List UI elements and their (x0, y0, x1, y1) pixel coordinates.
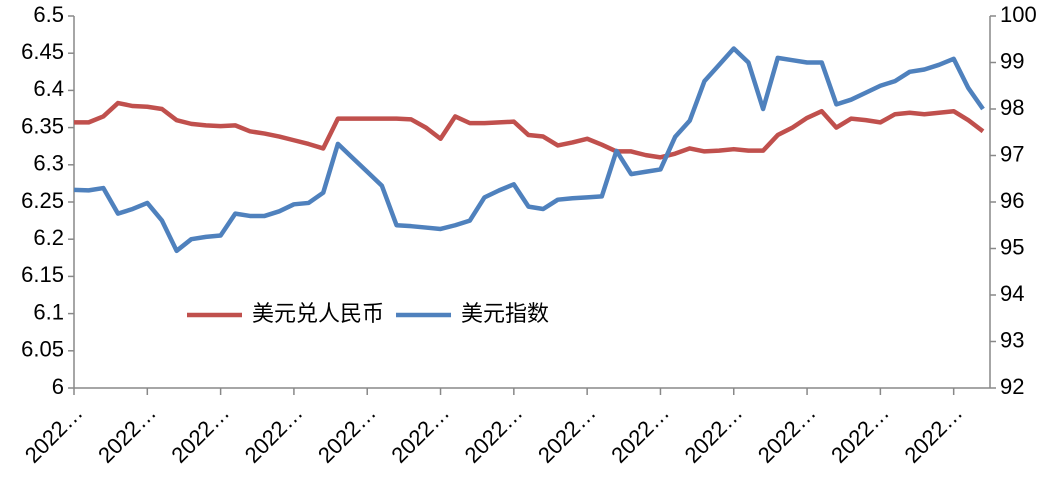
y-tick-label: 6.2 (33, 225, 64, 250)
y2-tick-label: 99 (1000, 48, 1024, 73)
y2-tick-label: 92 (1000, 374, 1024, 399)
y-tick-label: 6.5 (33, 2, 64, 27)
y-tick-label: 6 (52, 374, 64, 399)
x-tick-label: 2022… (680, 400, 748, 468)
y-tick-label: 6.4 (33, 76, 64, 101)
x-tick-label: 2022… (753, 400, 821, 468)
y-tick-label: 6.1 (33, 299, 64, 324)
y2-tick-label: 95 (1000, 234, 1024, 259)
x-tick-label: 2022… (240, 400, 308, 468)
x-tick-label: 2022… (166, 400, 234, 468)
x-tick-label: 2022… (533, 400, 601, 468)
x-tick-label: 2022… (606, 400, 674, 468)
y-tick-label: 6.05 (21, 337, 64, 362)
y2-tick-label: 93 (1000, 327, 1024, 352)
series-line (74, 100, 985, 160)
y-tick-label: 6.45 (21, 39, 64, 64)
x-tick-label: 2022… (826, 400, 894, 468)
y2-tick-label: 94 (1000, 281, 1024, 306)
x-tick-label: 2022… (313, 400, 381, 468)
x-tick-label: 2022… (460, 400, 528, 468)
y2-tick-label: 96 (1000, 188, 1024, 213)
y-tick-label: 6.3 (33, 151, 64, 176)
series-line (73, 46, 985, 254)
x-tick-label: 2022… (93, 400, 161, 468)
y-tick-label: 6.25 (21, 188, 64, 213)
y2-tick-label: 100 (1000, 2, 1037, 27)
x-tick-label: 2022… (20, 400, 88, 468)
legend-label: 美元兑人民币 (252, 301, 384, 326)
x-tick-label: 2022… (899, 400, 967, 468)
y2-tick-label: 98 (1000, 95, 1024, 120)
legend-label: 美元指数 (461, 301, 549, 326)
x-tick-label: 2022… (386, 400, 454, 468)
y-tick-label: 6.15 (21, 262, 64, 287)
y2-tick-label: 97 (1000, 141, 1024, 166)
y-tick-label: 6.35 (21, 113, 64, 138)
